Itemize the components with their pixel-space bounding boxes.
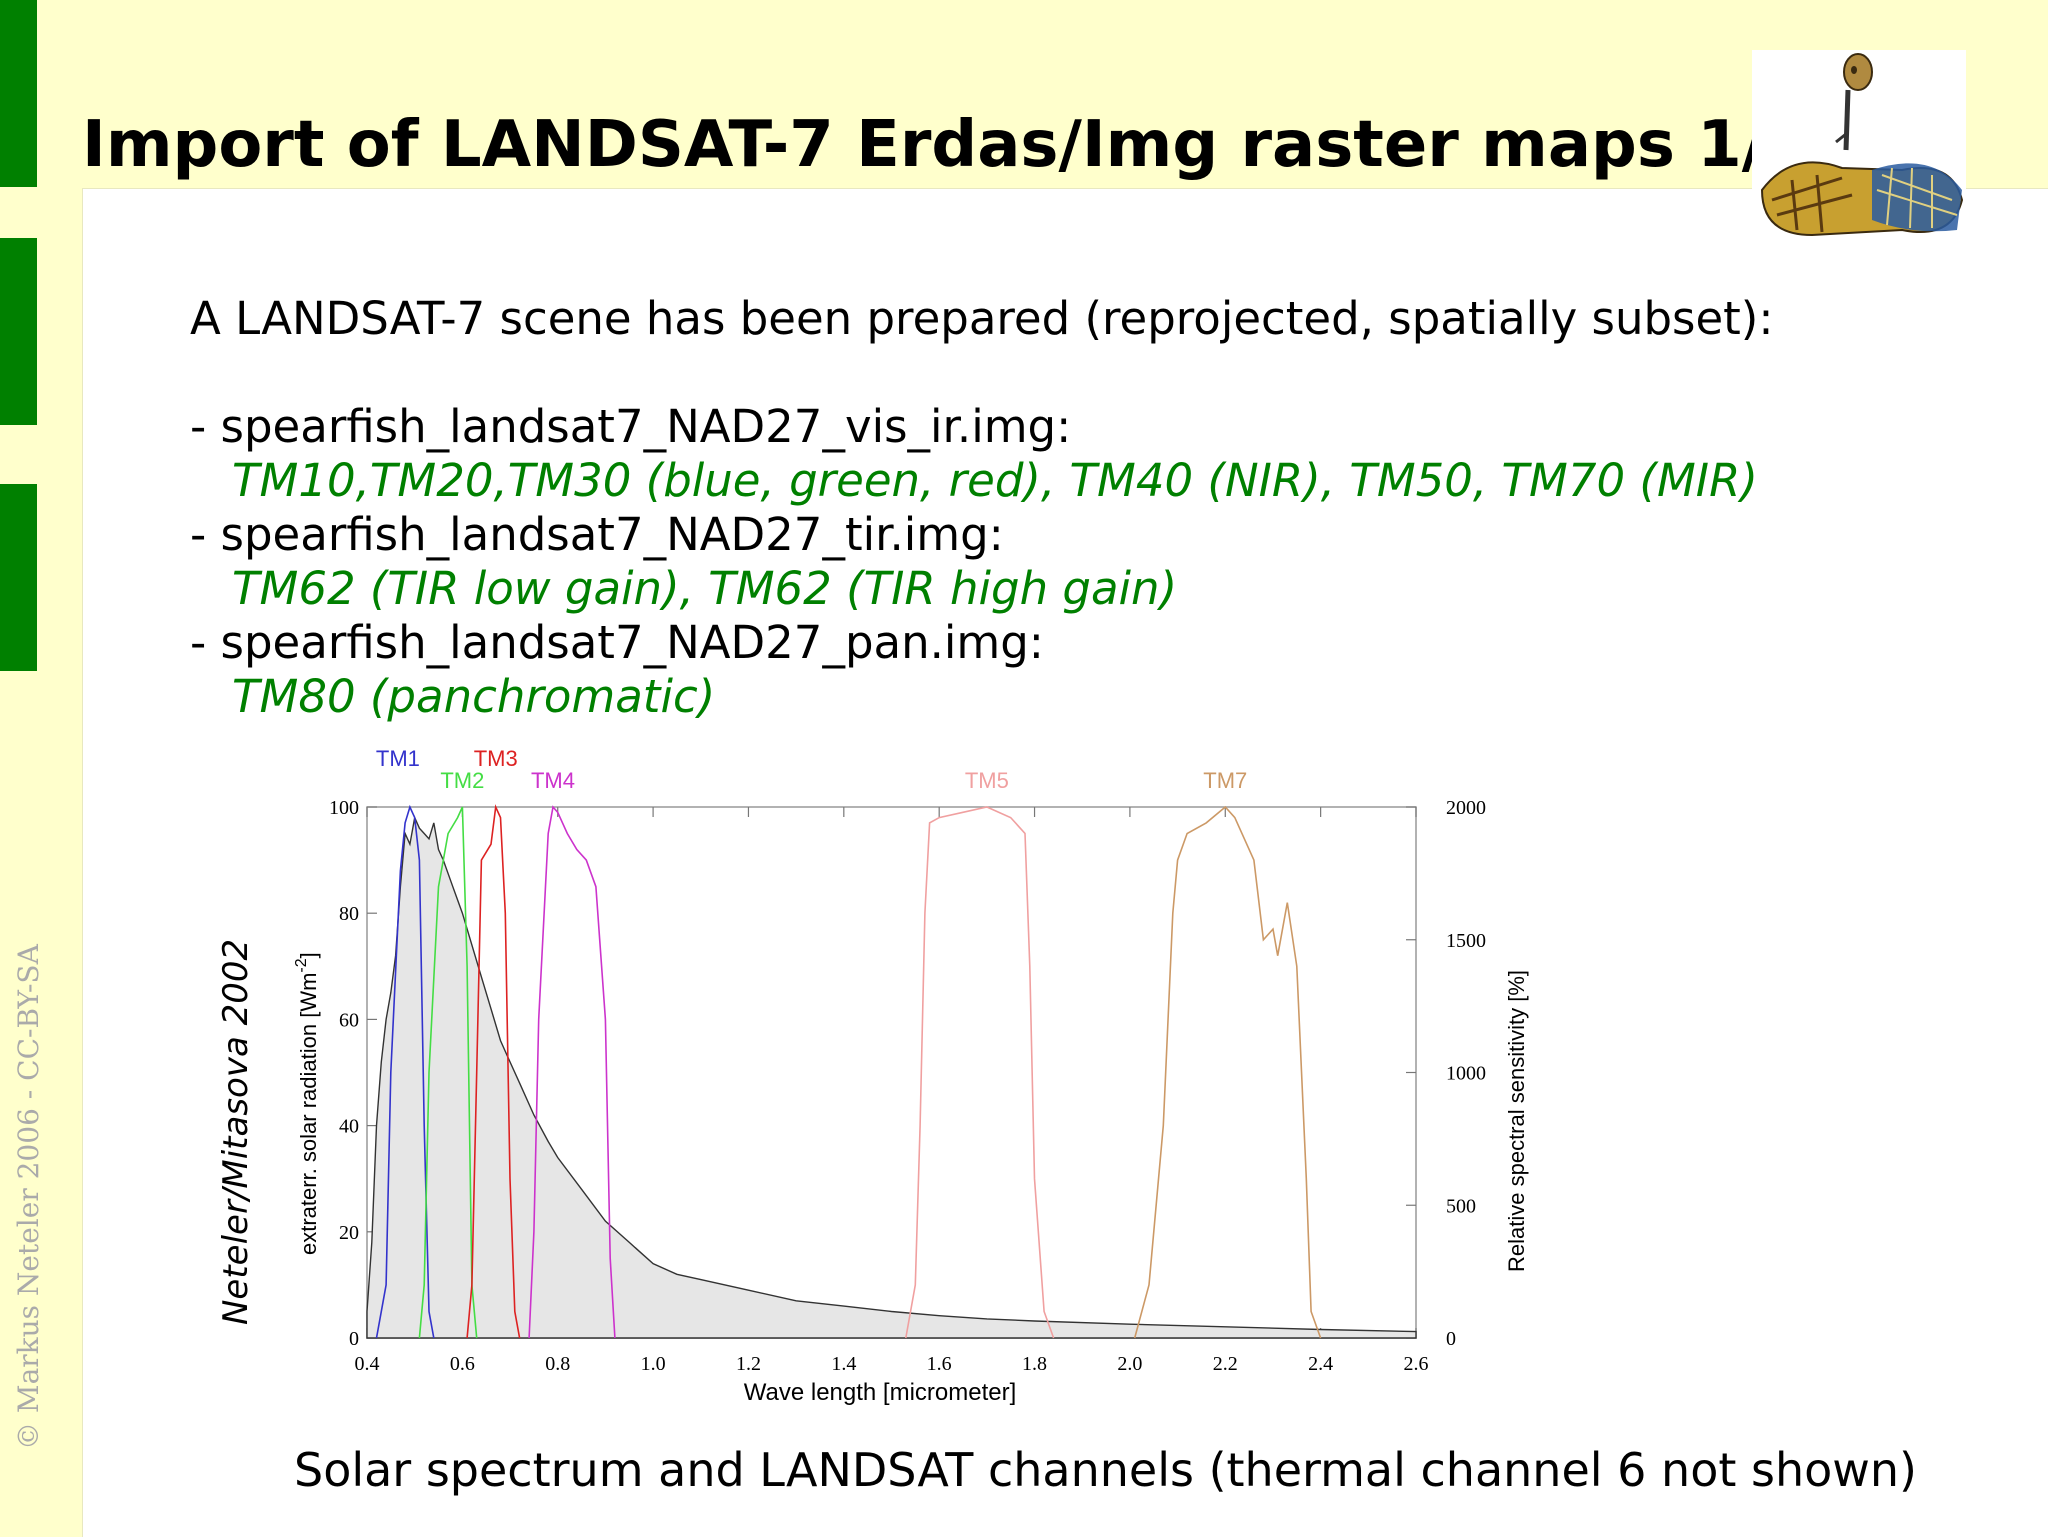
band-curve-tm7 [1133, 805, 1322, 1339]
x-tick-label: 1.6 [927, 1353, 952, 1375]
x-tick-label: 1.8 [1022, 1353, 1047, 1375]
y2-tick-label: 500 [1446, 1195, 1476, 1217]
band-label: TM7 [1203, 768, 1247, 793]
band-curve-tm4 [528, 805, 616, 1339]
file-name: - spearfish_landsat7_NAD27_pan.img: [190, 616, 1044, 669]
y-tick-label: 40 [339, 1116, 359, 1138]
x-tick-label: 1.0 [641, 1353, 666, 1375]
y2-axis-label: Relative spectral sensitivity [%] [1504, 970, 1529, 1272]
x-tick-label: 0.4 [355, 1353, 380, 1375]
x-tick-label: 0.6 [450, 1353, 475, 1375]
y2-axis: 0 500 1000 1500 2000 [1406, 797, 1486, 1350]
x-axis-label: Wave length [micrometer] [744, 1379, 1017, 1406]
file-bands: TM10,TM20,TM30 (blue, green, red), TM40 … [232, 454, 1758, 507]
x-tick-label: 0.8 [545, 1353, 570, 1375]
y2-tick-label: 2000 [1446, 797, 1486, 819]
y2-tick-label: 1000 [1446, 1063, 1486, 1085]
y2-tick-label: 1500 [1446, 930, 1486, 952]
band-label: TM4 [531, 768, 575, 793]
band-curve-tm5 [905, 806, 1055, 1339]
intro-text: A LANDSAT-7 scene has been prepared (rep… [190, 292, 1774, 345]
x-tick-label: 1.2 [736, 1353, 761, 1375]
y-tick-label: 80 [339, 903, 359, 925]
band-label: TM1 [376, 746, 420, 771]
band-label: TM2 [440, 768, 484, 793]
x-tick-label: 2.0 [1117, 1353, 1142, 1375]
y-tick-label: 20 [339, 1222, 359, 1244]
sidebar-bar-bottom [0, 484, 37, 671]
x-tick-label: 2.4 [1308, 1353, 1333, 1375]
sidebar-bar-middle [0, 238, 37, 425]
x-tick-label: 1.4 [831, 1353, 856, 1375]
x-tick-label: 2.2 [1213, 1353, 1238, 1375]
y2-tick-label: 0 [1446, 1328, 1456, 1350]
y-tick-label: 100 [329, 797, 359, 819]
satellite-icon [1760, 53, 1964, 237]
y-axis: 0 20 40 60 80 100 [329, 797, 377, 1350]
band-curve-tm2 [418, 806, 478, 1339]
file-name: - spearfish_landsat7_NAD27_tir.img: [190, 508, 1004, 561]
figure-caption: Solar spectrum and LANDSAT channels (the… [294, 1443, 1917, 1497]
y-axis-label: extraterr. solar radiation [Wm-2] [293, 952, 321, 1255]
file-name: - spearfish_landsat7_NAD27_vis_ir.img: [190, 400, 1072, 453]
band-curves [375, 804, 1322, 1339]
slide-title: Import of LANDSAT-7 Erdas/Img raster map… [82, 108, 1810, 182]
y-tick-label: 0 [349, 1328, 359, 1350]
y-tick-label: 60 [339, 1009, 359, 1031]
band-label: TM3 [474, 746, 518, 771]
band-label: TM5 [965, 768, 1009, 793]
satellite-logo [1752, 50, 1966, 240]
band-curve-tm3 [466, 804, 521, 1339]
x-axis: 0.4 0.6 0.8 1.0 1.2 1.4 1.6 1.8 2.0 2.2 2.4 2.6 [355, 807, 1429, 1375]
sidebar-bar-top [0, 0, 37, 187]
x-tick-label: 2.6 [1404, 1353, 1429, 1375]
file-bands: TM62 (TIR low gain), TM62 (TIR high gain… [232, 562, 1178, 615]
file-bands: TM80 (panchromatic) [232, 670, 716, 723]
